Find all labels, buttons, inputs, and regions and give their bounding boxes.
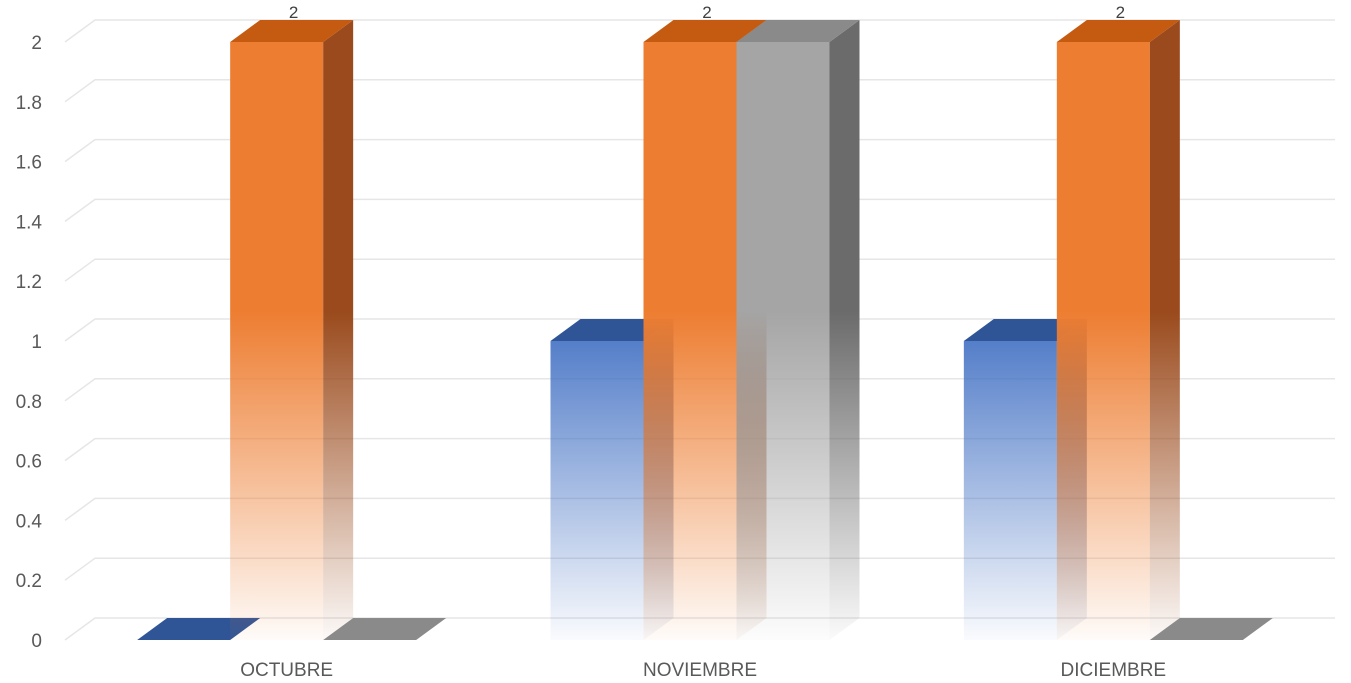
bar-3-noviembre [736, 20, 860, 640]
gridline [64, 497, 1335, 522]
y-tick-label: 1.4 [16, 212, 43, 233]
y-tick-label: 0 [31, 631, 42, 652]
bar-front [736, 42, 830, 640]
bar-top [230, 20, 354, 42]
bar-top [736, 20, 860, 42]
y-tick-label: 1 [31, 332, 42, 353]
gridline [64, 79, 1335, 103]
bar-front [643, 42, 737, 640]
y-tick-label: 0.6 [16, 452, 42, 473]
y-tick-label: 0.4 [16, 511, 43, 532]
x-category-label: OCTUBRE [240, 660, 333, 681]
bar-top [643, 20, 767, 42]
gridlines [64, 19, 1335, 641]
data-label: 2 [289, 3, 298, 22]
x-axis-categories: OCTUBRE NOVIEMBRE DICIEMBRE [240, 660, 1166, 681]
x-category-label: NOVIEMBRE [643, 660, 757, 681]
bar-front [1056, 42, 1150, 640]
bar-zero-floor [1149, 618, 1273, 640]
x-category-label: DICIEMBRE [1061, 660, 1167, 681]
gridline [64, 437, 1335, 462]
bar-1-octubre [137, 618, 261, 640]
bar-side [829, 20, 860, 640]
gridline [64, 138, 1335, 163]
bar-front [963, 341, 1057, 640]
gridline [64, 617, 1335, 641]
bar-side [323, 20, 354, 640]
bar-top [963, 319, 1087, 341]
data-label: 2 [702, 3, 711, 22]
bar-3-diciembre [1149, 618, 1273, 640]
y-tick-label: 1.2 [16, 272, 42, 293]
data-labels: 2 2 2 [289, 3, 1125, 22]
y-tick-label: 1.8 [16, 93, 42, 114]
bar-top [1056, 20, 1180, 42]
bar-3-octubre [323, 618, 447, 640]
bars [137, 20, 1273, 640]
bar-front [230, 42, 324, 640]
y-axis-ticks: 0 0.2 0.4 0.6 0.8 1 1.2 1.4 1.6 1.8 2 [16, 33, 43, 652]
bar-zero-floor [137, 618, 261, 640]
bar-2-diciembre [1056, 20, 1180, 640]
gridline [64, 198, 1335, 223]
bar-side [1149, 20, 1180, 640]
gridline [64, 378, 1335, 402]
gridline [64, 318, 1335, 342]
y-tick-label: 0.2 [16, 571, 42, 592]
gridline [64, 557, 1335, 581]
bar-zero-floor [323, 618, 447, 640]
y-tick-label: 1.6 [16, 153, 42, 174]
y-tick-label: 2 [31, 33, 42, 54]
gridline [64, 19, 1335, 43]
bar-front [550, 341, 644, 640]
data-label: 2 [1116, 3, 1125, 22]
bar-top [550, 319, 674, 341]
bar-2-octubre [230, 20, 354, 640]
gridline [64, 258, 1335, 282]
y-tick-label: 0.8 [16, 392, 42, 413]
